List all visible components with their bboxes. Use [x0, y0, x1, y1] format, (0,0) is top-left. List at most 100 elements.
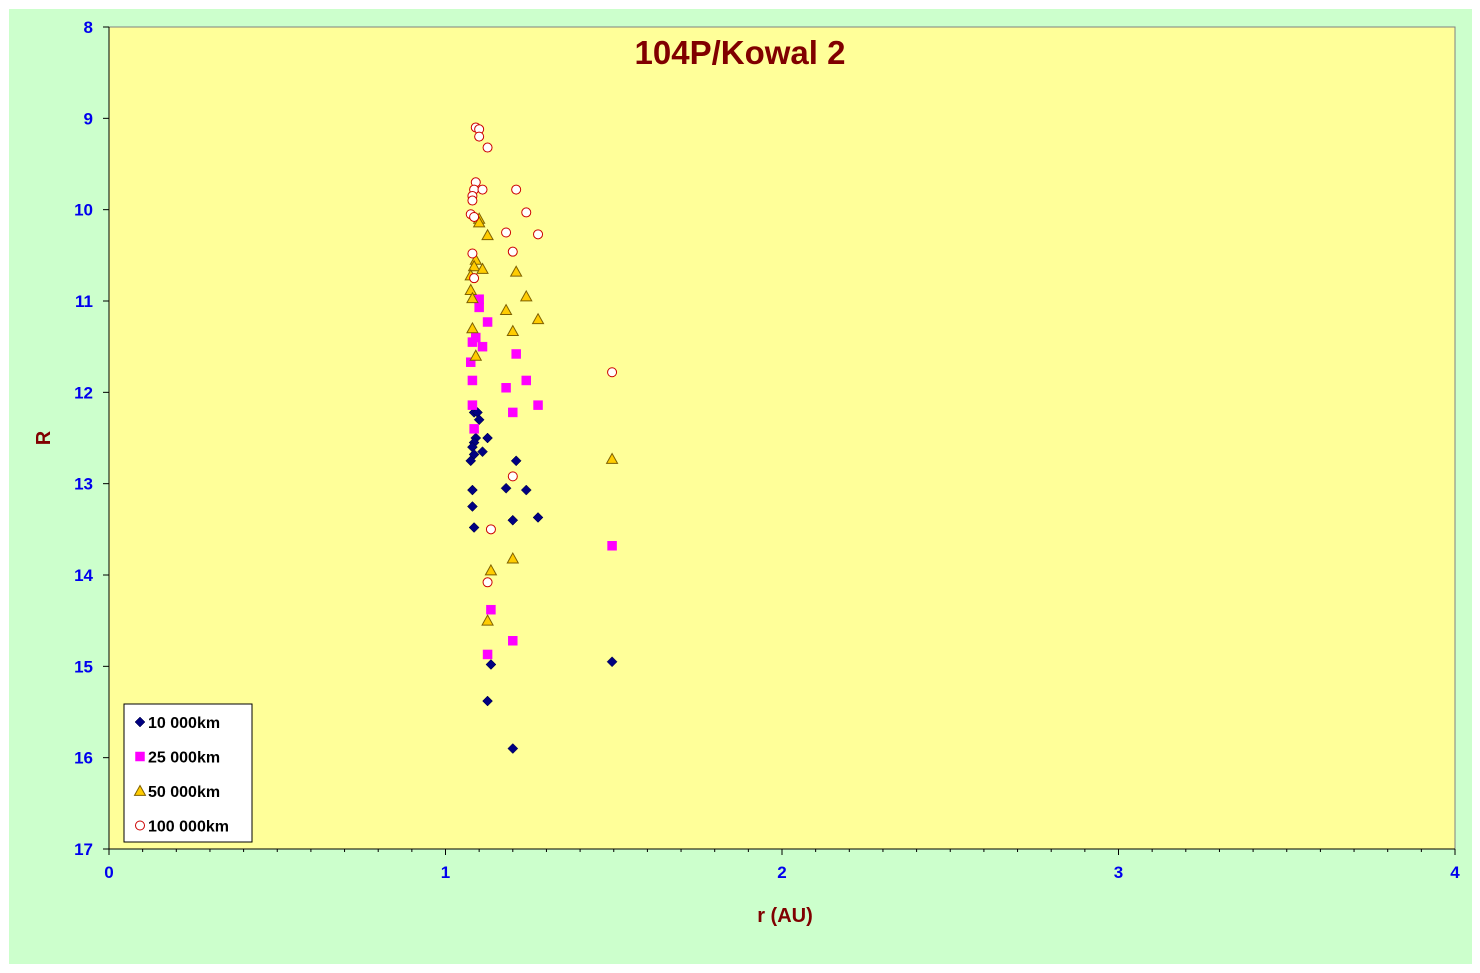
x-axis-label: r (AU) [757, 905, 813, 927]
y-tick-label: 14 [74, 566, 93, 585]
legend-label: 100 000km [148, 819, 229, 836]
legend-label: 25 000km [148, 750, 220, 767]
data-point [533, 229, 544, 240]
data-point [474, 302, 484, 313]
data-point [606, 656, 618, 668]
data-point [467, 195, 478, 206]
series-2 [464, 212, 619, 626]
data-point [481, 228, 494, 241]
data-point [482, 142, 493, 153]
data-point [499, 303, 513, 316]
data-point [511, 349, 521, 359]
data-point [467, 484, 478, 496]
data-point [467, 337, 478, 347]
legend-item: 50 000km [133, 784, 220, 801]
data-point [468, 522, 480, 533]
data-point [482, 432, 493, 444]
data-point [509, 265, 523, 277]
data-point [482, 317, 493, 327]
x-tick-label: 2 [777, 863, 786, 882]
y-tick-label: 15 [74, 657, 93, 676]
y-tick-label: 10 [74, 201, 93, 220]
data-point [474, 131, 485, 142]
data-point [467, 400, 478, 410]
data-point [469, 424, 479, 434]
series-1 [465, 294, 617, 660]
x-tick-label: 3 [1114, 863, 1123, 882]
data-point [481, 614, 494, 626]
x-tick-label: 0 [104, 863, 113, 882]
data-point [467, 375, 478, 386]
data-point [476, 262, 489, 274]
x-tick-label: 4 [1450, 863, 1460, 882]
y-tick-label: 11 [75, 292, 93, 311]
data-point [506, 552, 520, 564]
data-point [521, 207, 532, 218]
chart-title: 104P/Kowal 2 [635, 34, 846, 71]
data-point [506, 324, 520, 337]
series-3 [465, 122, 618, 588]
data-point [469, 349, 483, 361]
data-point [500, 482, 512, 494]
y-axis-ticks: 8 9 10 11 12 13 14 15 16 17 [74, 18, 109, 859]
data-point [465, 357, 476, 367]
data-point [485, 524, 496, 535]
data-point [486, 604, 496, 615]
y-tick-label: 9 [84, 109, 93, 128]
data-point [477, 341, 488, 352]
data-point [482, 649, 493, 660]
legend-label: 10 000km [148, 715, 220, 732]
data-point [467, 501, 478, 512]
x-tick-label: 1 [441, 863, 450, 882]
data-point [484, 563, 498, 576]
data-point [466, 291, 479, 304]
y-tick-label: 8 [84, 18, 93, 37]
data-point [501, 383, 511, 393]
data-point [521, 375, 532, 386]
data-point [520, 484, 532, 496]
data-point [605, 452, 619, 464]
data-point [507, 514, 519, 526]
legend-marker [135, 820, 145, 831]
legend-box [123, 703, 253, 843]
legend: 10 000km 25 000km 50 000km 100 000km [123, 703, 253, 843]
y-tick-label: 17 [74, 840, 93, 859]
data-point [508, 636, 518, 646]
data-point [508, 407, 518, 418]
data-point [482, 577, 493, 588]
data-point [533, 400, 543, 410]
legend-item: 10 000km [134, 715, 220, 732]
y-tick-label: 13 [74, 475, 93, 494]
data-point [472, 215, 486, 228]
data-point [465, 455, 477, 467]
data-point [531, 312, 545, 325]
legend-marker [134, 716, 146, 728]
data-point [507, 743, 519, 754]
data-point [466, 321, 479, 334]
data-point [510, 455, 522, 467]
data-point [607, 541, 617, 551]
data-point [464, 283, 478, 295]
data-point [477, 446, 488, 458]
data-point [507, 471, 518, 482]
data-point [485, 659, 497, 670]
x-axis-ticks: 0 1 2 3 4 [104, 849, 1460, 882]
y-tick-label: 12 [74, 383, 93, 402]
plot-area [108, 26, 1456, 850]
data-point [469, 273, 480, 284]
data-point [507, 246, 518, 257]
legend-item: 25 000km [135, 750, 220, 767]
legend-item: 100 000km [135, 819, 229, 836]
series-0 [465, 407, 618, 754]
data-point [467, 248, 478, 259]
legend-marker [135, 751, 145, 762]
data-point [501, 227, 512, 238]
data-points [464, 122, 619, 754]
data-point [477, 184, 488, 195]
data-point [519, 289, 533, 302]
y-tick-label: 16 [74, 749, 93, 768]
data-point [532, 512, 544, 523]
legend-label: 50 000km [148, 784, 220, 801]
y-axis-label: R [33, 430, 55, 445]
data-point [473, 414, 485, 426]
